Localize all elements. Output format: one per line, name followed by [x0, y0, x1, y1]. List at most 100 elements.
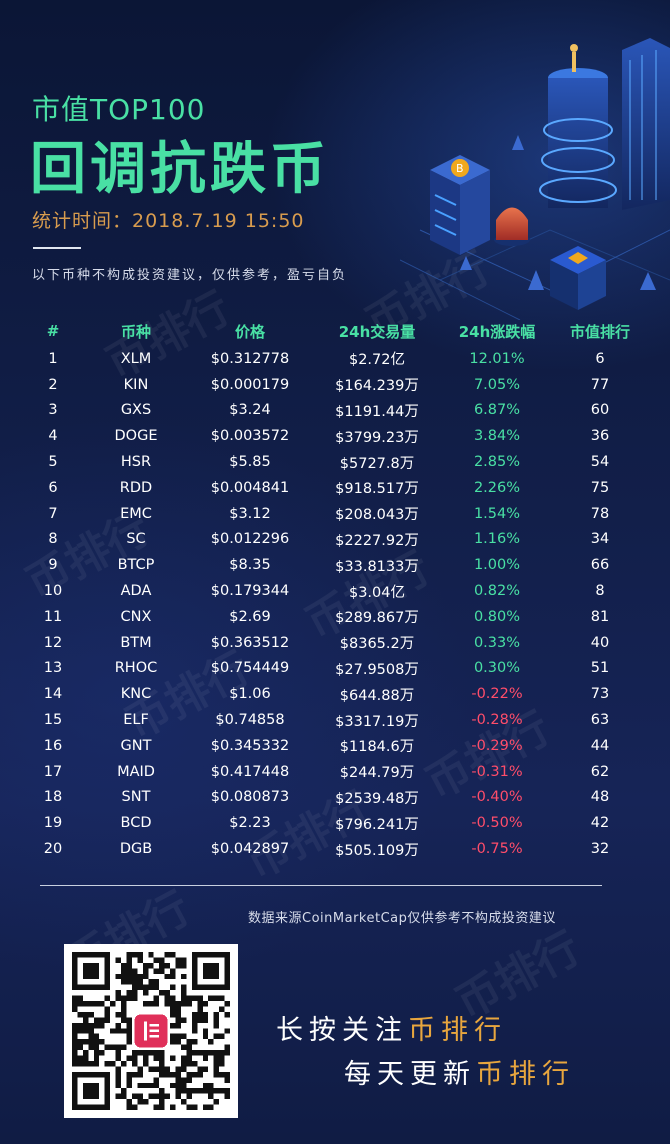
coin-change: 0.82% [473, 583, 521, 600]
row-index: 15 [43, 712, 63, 729]
table-row: 5 HSR $5.85 $5727.8万 2.85% 54 [22, 449, 648, 475]
title-small: 市值TOP100 [32, 93, 206, 126]
table-row: 1 XLM $0.312778 $2.72亿 12.01% 6 [22, 346, 648, 372]
coin-change: 0.33% [473, 634, 521, 651]
coin-volume: $3317.19万 [335, 713, 419, 730]
coin-symbol: MAID [117, 763, 155, 780]
coin-rank: 77 [590, 376, 610, 393]
row-index: 2 [48, 376, 58, 393]
coin-rank: 8 [595, 583, 605, 600]
coin-change: 1.00% [473, 557, 521, 574]
coin-rank: 54 [590, 454, 610, 471]
row-index: 14 [43, 686, 63, 703]
coin-change: -0.40% [471, 789, 523, 806]
coin-rank: 62 [590, 763, 610, 780]
data-source-note: 数据来源CoinMarketCap仅供参考不构成投资建议 [248, 911, 556, 926]
column-header-price: 价格 [234, 322, 265, 341]
table-row: 15 ELF $0.74858 $3317.19万 -0.28% 63 [22, 707, 648, 733]
coin-change: -0.50% [471, 815, 523, 832]
stat-time: 统计时间：2018.7.19 15:50 [32, 210, 305, 232]
brand-name: 币排行 [408, 1015, 507, 1046]
table-row: 20 DGB $0.042897 $505.109万 -0.75% 32 [22, 836, 648, 862]
coin-volume: $3.04亿 [348, 584, 405, 601]
coin-rank: 6 [595, 350, 605, 367]
svg-text:B: B [456, 162, 464, 175]
table-row: 10 ADA $0.179344 $3.04亿 0.82% 8 [22, 578, 648, 604]
coin-symbol: BCD [120, 815, 152, 832]
coin-volume: $1191.44万 [335, 403, 419, 420]
table-row: 18 SNT $0.080873 $2539.48万 -0.40% 48 [22, 785, 648, 811]
coin-price: $0.312778 [210, 350, 290, 367]
coin-volume: $208.043万 [335, 507, 419, 524]
coin-table: # 币种 价格 24h交易量 24h涨跌幅 市值排行 1 XLM $0.312778… [22, 316, 648, 862]
row-index: 9 [48, 557, 58, 574]
coin-volume: $918.517万 [335, 481, 419, 498]
coin-volume: $3799.23万 [335, 429, 419, 446]
row-index: 7 [48, 505, 58, 522]
coin-price: $3.24 [229, 402, 271, 419]
coin-symbol: GXS [120, 402, 152, 419]
coin-rank: 44 [590, 737, 610, 754]
coin-price: $5.85 [229, 454, 271, 471]
coin-rank: 32 [590, 841, 610, 858]
coin-change: -0.29% [471, 737, 523, 754]
coin-symbol: RHOC [114, 660, 158, 677]
coin-symbol: ELF [123, 712, 149, 729]
row-index: 5 [48, 454, 58, 471]
coin-change: -0.28% [471, 712, 523, 729]
coin-change: 12.01% [469, 350, 525, 367]
row-index: 17 [43, 763, 63, 780]
row-index: 20 [43, 841, 63, 858]
row-index: 4 [48, 428, 58, 445]
row-index: 6 [48, 479, 58, 496]
coin-price: $0.003572 [210, 428, 290, 445]
coin-volume: $505.109万 [335, 842, 419, 859]
table-row: 4 DOGE $0.003572 $3799.23万 3.84% 36 [22, 423, 648, 449]
coin-change: 6.87% [473, 402, 521, 419]
coin-change: 0.80% [473, 608, 521, 625]
coin-volume: $2227.92万 [335, 532, 419, 549]
coin-symbol: DGB [119, 841, 153, 858]
row-index: 19 [43, 815, 63, 832]
coin-price: $0.004841 [210, 479, 290, 496]
column-header-index: # [46, 322, 60, 340]
coin-change: 0.30% [473, 660, 521, 677]
table-row: 7 EMC $3.12 $208.043万 1.54% 78 [22, 501, 648, 527]
coin-volume: $796.241万 [335, 816, 419, 833]
coin-symbol: KIN [123, 376, 149, 393]
coin-symbol: BTCP [117, 557, 155, 574]
coin-symbol: GNT [120, 737, 152, 754]
qr-code-icon [72, 952, 230, 1110]
page-title: 回调抗跌币 [30, 137, 330, 202]
coin-price: $0.345332 [210, 737, 290, 754]
table-header: # 币种 价格 24h交易量 24h涨跌幅 市值排行 [22, 316, 648, 346]
coin-change: 7.05% [473, 376, 521, 393]
coin-symbol: BTM [120, 634, 152, 651]
coin-rank: 42 [590, 815, 610, 832]
table-row: 19 BCD $2.23 $796.241万 -0.50% 42 [22, 810, 648, 836]
column-header-volume: 24h交易量 [338, 322, 416, 341]
qr-code[interactable] [64, 944, 238, 1118]
coin-price: $0.179344 [210, 583, 290, 600]
coin-change: -0.75% [471, 841, 523, 858]
table-row: 9 BTCP $8.35 $33.8133万 1.00% 66 [22, 552, 648, 578]
coin-symbol: ADA [120, 583, 152, 600]
coin-symbol: EMC [120, 505, 152, 522]
coin-volume: $164.239万 [335, 378, 419, 395]
coin-symbol: CNX [120, 608, 152, 625]
coin-price: $0.042897 [210, 841, 290, 858]
coin-price: $3.12 [229, 505, 271, 522]
coin-change: 3.84% [473, 428, 521, 445]
coin-price: $0.417448 [210, 763, 290, 780]
coin-volume: $5727.8万 [339, 455, 415, 472]
update-callout-text: 每天更新 [344, 1059, 476, 1090]
coin-rank: 75 [590, 479, 610, 496]
row-index: 11 [43, 608, 63, 625]
coin-rank: 78 [590, 505, 610, 522]
update-callout: 每天更新币排行 [344, 1052, 575, 1091]
coin-rank: 34 [590, 531, 610, 548]
row-index: 16 [43, 737, 63, 754]
coin-change: -0.22% [471, 686, 523, 703]
coin-volume: $289.867万 [335, 610, 419, 627]
coin-volume: $244.79万 [339, 765, 415, 782]
